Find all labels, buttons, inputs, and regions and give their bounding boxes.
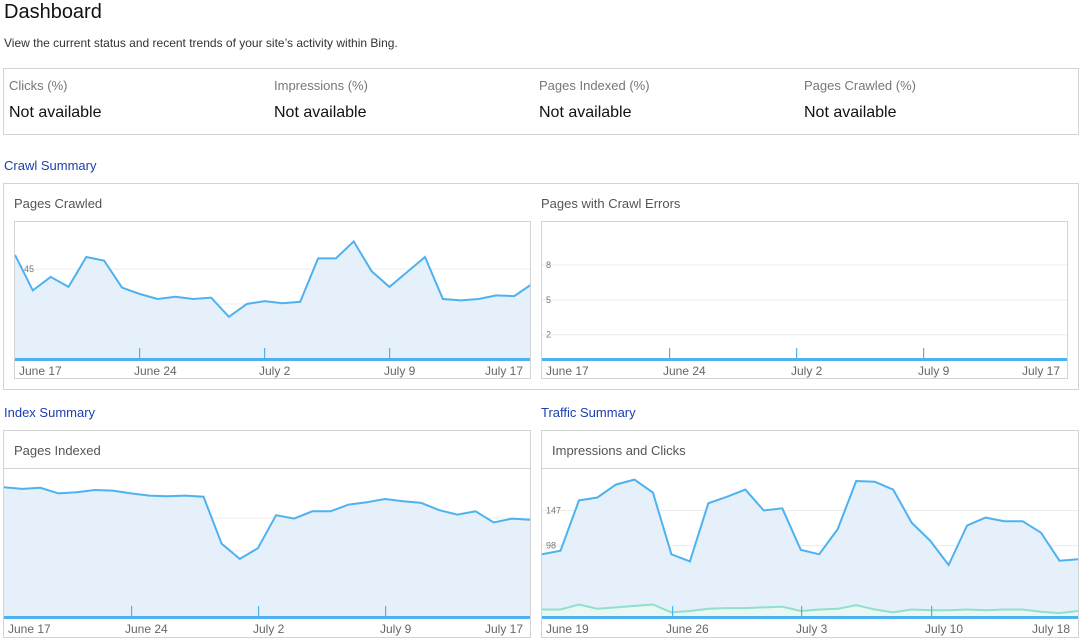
metric-impressions: Impressions (%) Not available	[269, 69, 529, 134]
x-tick	[801, 606, 803, 616]
x-tick-label: July 2	[253, 622, 285, 636]
page-description: View the current status and recent trend…	[4, 36, 398, 50]
y-tick-label: 2	[546, 330, 551, 340]
x-tick-label: July 10	[925, 622, 963, 636]
pages-crawled-title: Pages Crawled	[14, 196, 103, 211]
series-area	[542, 479, 1078, 616]
x-tick	[672, 606, 674, 616]
series-area	[4, 487, 530, 616]
series-line	[15, 239, 530, 319]
x-tick	[931, 606, 933, 616]
impressions-clicks-title: Impressions and Clicks	[552, 443, 686, 458]
traffic-summary-link[interactable]: Traffic Summary	[541, 405, 636, 420]
traffic-summary-panel	[541, 430, 1079, 638]
x-tick-label: June 19	[546, 622, 589, 636]
x-tick	[385, 606, 387, 616]
x-tick-label: July 2	[791, 364, 823, 378]
page-title: Dashboard	[4, 1, 102, 23]
x-axis-baseline	[15, 358, 530, 361]
y-tick-label: 5	[546, 295, 551, 305]
crawl-summary-panel	[3, 183, 1079, 390]
x-tick	[389, 348, 391, 358]
x-tick-label: June 24	[663, 364, 706, 378]
y-tick-label: 147	[546, 505, 561, 515]
series-line	[4, 486, 530, 561]
x-tick-label: June 17	[546, 364, 589, 378]
x-tick-label: July 9	[918, 364, 950, 378]
metric-value: Not available	[804, 104, 897, 121]
y-tick-label: 145	[19, 264, 34, 274]
x-tick	[139, 348, 141, 358]
metric-pages-crawled: Pages Crawled (%) Not available	[799, 69, 1059, 134]
metric-pages-indexed: Pages Indexed (%) Not available	[534, 69, 794, 134]
x-tick	[258, 606, 260, 616]
x-tick	[264, 348, 266, 358]
x-tick	[923, 348, 925, 358]
x-tick-label: July 2	[259, 364, 291, 378]
index-summary-panel	[3, 430, 531, 638]
metric-label: Pages Indexed (%)	[539, 78, 650, 93]
metric-clicks: Clicks (%) Not available	[4, 69, 264, 134]
x-tick-label: June 24	[134, 364, 177, 378]
metric-label: Clicks (%)	[9, 78, 68, 93]
x-tick-label: June 26	[666, 622, 709, 636]
metric-value: Not available	[9, 104, 102, 121]
x-tick	[131, 606, 133, 616]
crawl-errors-chart: 2 5 8 June 17 June 24 July 2 July 9 July 17	[541, 221, 1068, 379]
x-tick	[796, 348, 798, 358]
metric-value: Not available	[539, 104, 632, 121]
metrics-summary: Clicks (%) Not available Impressions (%)…	[3, 68, 1079, 135]
x-tick-label: July 9	[384, 364, 416, 378]
pages-indexed-title: Pages Indexed	[14, 443, 101, 458]
metric-label: Impressions (%)	[274, 78, 368, 93]
x-tick-label: June 24	[125, 622, 168, 636]
crawl-errors-title: Pages with Crawl Errors	[541, 196, 681, 211]
crawl-summary-link[interactable]: Crawl Summary	[4, 158, 97, 173]
x-tick-label: July 17	[1022, 364, 1060, 378]
x-axis-baseline	[542, 616, 1078, 619]
x-tick-label: June 17	[19, 364, 62, 378]
clicks-line	[542, 603, 1078, 615]
series-area	[15, 241, 530, 358]
metric-value: Not available	[274, 104, 367, 121]
x-axis-baseline	[542, 358, 1067, 361]
index-summary-link[interactable]: Index Summary	[4, 405, 96, 420]
x-tick-label: July 17	[485, 364, 523, 378]
x-tick-label: July 3	[796, 622, 828, 636]
x-tick-label: June 17	[8, 622, 51, 636]
x-tick-label: July 18	[1032, 622, 1070, 636]
x-tick	[669, 348, 671, 358]
series-line	[542, 478, 1078, 567]
y-tick-label: 98	[546, 541, 556, 551]
x-tick-label: July 9	[380, 622, 412, 636]
y-tick-label: 8	[546, 260, 551, 270]
x-tick-label: July 17	[485, 622, 523, 636]
x-axis-baseline	[4, 616, 530, 619]
metric-label: Pages Crawled (%)	[804, 78, 916, 93]
